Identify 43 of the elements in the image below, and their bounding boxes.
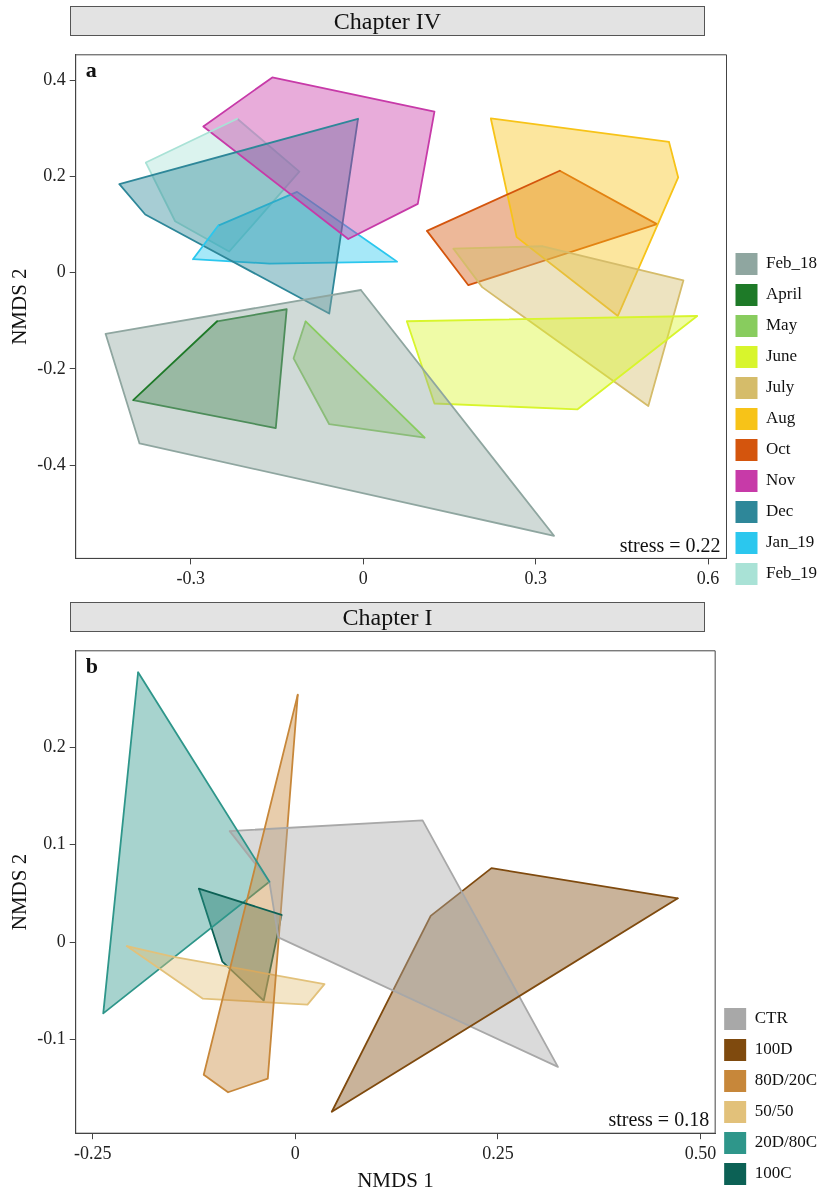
x-tick-label: 0.50	[684, 1142, 717, 1163]
legend-label: 80D/20C	[754, 1070, 817, 1090]
legend-label: Nov	[766, 470, 796, 490]
legend-label: Aug	[766, 408, 796, 428]
x-tick-label: 0	[358, 567, 368, 588]
annotation: a	[85, 57, 97, 83]
legend-label: Feb_19	[766, 563, 817, 583]
legend-label: May	[766, 315, 798, 335]
legend-label: July	[766, 377, 795, 397]
y-tick-label: -0.4	[37, 453, 66, 474]
legend-label: Feb_18	[766, 253, 817, 273]
y-tick-label: 0.1	[43, 833, 66, 854]
legend-label: 100C	[754, 1163, 792, 1183]
y-axis-title: NMDS 2	[7, 268, 32, 345]
annotation: b	[85, 653, 98, 679]
x-tick-label: 0	[290, 1142, 300, 1163]
legend-label: Dec	[766, 501, 794, 521]
x-tick-label: 0.3	[524, 567, 547, 588]
y-tick-label: 0	[56, 261, 66, 282]
legend-label: April	[766, 284, 803, 304]
legend-label: 20D/80C	[754, 1132, 817, 1152]
x-tick-label: -0.25	[73, 1142, 112, 1163]
legend-label: Jan_19	[766, 532, 815, 552]
legend-label: Oct	[766, 439, 791, 459]
legend-label: 50/50	[754, 1101, 794, 1121]
y-tick-label: 0.2	[43, 165, 66, 186]
y-tick-label: 0.4	[43, 69, 66, 90]
y-tick-label: -0.1	[37, 1028, 66, 1049]
x-tick-label: 0.25	[482, 1142, 514, 1163]
x-tick-label: -0.3	[176, 567, 205, 588]
x-axis-title: NMDS 1	[357, 1167, 434, 1192]
y-axis-title: NMDS 2	[7, 853, 32, 931]
chart-title: Chapter IV	[70, 6, 705, 36]
legend-label: June	[766, 346, 798, 366]
y-tick-label: 0	[56, 930, 66, 951]
annotation: stress = 0.22	[619, 533, 721, 556]
x-tick-label: 0.6	[696, 567, 720, 588]
y-tick-label: -0.2	[37, 357, 66, 378]
chart-title: Chapter I	[70, 602, 705, 632]
annotation: stress = 0.18	[608, 1108, 710, 1131]
legend-label: CTR	[754, 1008, 789, 1028]
y-tick-label: 0.2	[43, 736, 66, 757]
legend-label: 100D	[754, 1039, 793, 1059]
